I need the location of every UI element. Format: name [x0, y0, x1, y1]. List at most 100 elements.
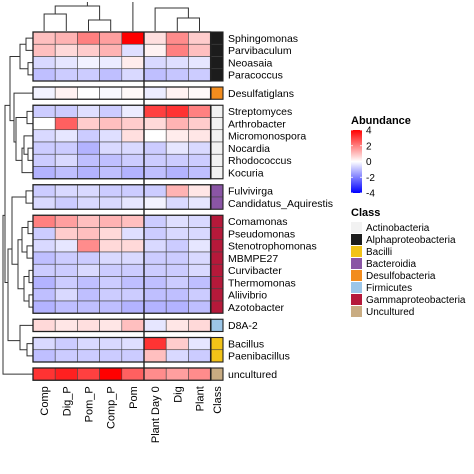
- heatmap-cell: [121, 337, 145, 351]
- row-label: Arthrobacter: [228, 118, 286, 130]
- heatmap-cell: [99, 43, 123, 57]
- class-legend-swatch: [351, 294, 362, 305]
- class-group-border: [210, 367, 224, 381]
- heatmap-cell: [77, 196, 100, 210]
- heatmap-cell: [188, 104, 211, 118]
- heatmap-cell: [188, 288, 211, 302]
- heatmap-cell: [165, 166, 189, 180]
- heatmap-cell: [54, 367, 78, 381]
- class-legend-swatch: [351, 270, 362, 281]
- heatmap-cell: [188, 214, 211, 228]
- heatmap-cell: [54, 227, 78, 241]
- abundance-tick-label: 2: [366, 141, 372, 152]
- row-label: Micromonospora: [228, 131, 306, 143]
- heatmap-cell: [99, 276, 123, 290]
- heatmap-cell: [143, 337, 167, 351]
- heatmap-cell: [165, 43, 189, 57]
- heatmap-cell: [99, 56, 123, 70]
- heatmap-cell: [165, 184, 189, 198]
- column-label: Dig: [172, 386, 184, 403]
- heatmap-cell: [77, 318, 100, 332]
- dendrogram-branch: [154, 7, 189, 31]
- heatmap-cell: [188, 367, 211, 381]
- heatmap-cell: [77, 129, 100, 143]
- heatmap-cell: [32, 86, 56, 100]
- row-label: Comamonas: [228, 216, 288, 228]
- heatmap-cell: [54, 263, 78, 277]
- abundance-color-bar: [351, 130, 362, 193]
- class-legend-label: Bacilli: [366, 247, 392, 258]
- class-legend-swatch: [351, 282, 362, 293]
- heatmap-cell: [99, 367, 123, 381]
- row-label: Nocardia: [228, 143, 270, 155]
- heatmap-cell: [99, 129, 123, 143]
- heatmap-cell: [32, 166, 56, 180]
- heatmap-cell: [165, 56, 189, 70]
- heatmap-cell: [99, 117, 123, 131]
- heatmap-cell: [143, 300, 167, 314]
- heatmap-cell: [32, 31, 56, 45]
- dendrogram-branch: [26, 245, 33, 259]
- dendrogram-branch: [25, 37, 33, 51]
- heatmap-cell: [121, 153, 145, 167]
- heatmap-cell: [32, 227, 56, 241]
- heatmap-cell: [54, 318, 78, 332]
- heatmap-cell: [143, 196, 167, 210]
- heatmap-cell: [99, 166, 123, 180]
- row-label: Rhodococcus: [228, 155, 292, 167]
- heatmap-cell: [188, 117, 211, 131]
- row-label: Bacillus: [228, 338, 264, 350]
- heatmap-cell: [188, 184, 211, 198]
- heatmap-cell: [32, 214, 56, 228]
- column-dendrogram: [43, 2, 200, 31]
- heatmap-cell: [188, 68, 211, 82]
- row-label: Pseudomonas: [228, 228, 295, 240]
- heatmap-cell: [77, 104, 100, 118]
- heatmap-cell: [121, 367, 145, 381]
- heatmap-cell: [99, 153, 123, 167]
- column-label: Comp_P: [106, 386, 118, 429]
- heatmap-cell: [32, 184, 56, 198]
- dendrogram-branch: [19, 324, 33, 351]
- abundance-tick-label: 4: [366, 126, 372, 137]
- class-cell: [210, 43, 224, 57]
- heatmap-cell: [99, 214, 123, 228]
- heatmap-cell: [121, 300, 145, 314]
- heatmap-cell: [54, 56, 78, 70]
- class-cell: [210, 263, 224, 277]
- class-legend-label: Actinobacteria: [366, 223, 430, 234]
- heatmap-cell: [121, 43, 145, 57]
- heatmap-cell: [77, 337, 100, 351]
- heatmap-cell: [99, 263, 123, 277]
- abundance-tick-label: -4: [366, 189, 375, 200]
- heatmap-cell: [121, 251, 145, 265]
- class-cell: [210, 86, 224, 100]
- row-label: Aliivibrio: [228, 290, 267, 302]
- dendrogram-branch: [54, 5, 101, 20]
- heatmap-cell: [188, 43, 211, 57]
- heatmap-cell: [165, 318, 189, 332]
- heatmap-cell: [143, 367, 167, 381]
- abundance-tick-label: 0: [366, 157, 372, 168]
- heatmap-cell: [54, 129, 78, 143]
- heatmap-cell: [143, 227, 167, 241]
- heatmap-cell: [32, 276, 56, 290]
- heatmap-cell: [99, 68, 123, 82]
- row-label: Kocuria: [228, 167, 264, 179]
- dendrogram-branch: [26, 343, 33, 357]
- row-label: Fulvivirga: [228, 186, 273, 198]
- heatmap-cell: [121, 104, 145, 118]
- dendrogram-branch: [23, 135, 33, 155]
- heatmap-cell: [165, 300, 189, 314]
- heatmap-cell: [188, 300, 211, 314]
- class-cell: [210, 251, 224, 265]
- heatmap-cell: [32, 196, 56, 210]
- heatmap-cell: [77, 141, 100, 155]
- heatmap-cell: [188, 276, 211, 290]
- class-group-border: [210, 336, 224, 363]
- heatmap-cell: [99, 86, 123, 100]
- class-group-border: [210, 184, 224, 210]
- heatmap-cell: [99, 300, 123, 314]
- class-group-border: [210, 104, 224, 180]
